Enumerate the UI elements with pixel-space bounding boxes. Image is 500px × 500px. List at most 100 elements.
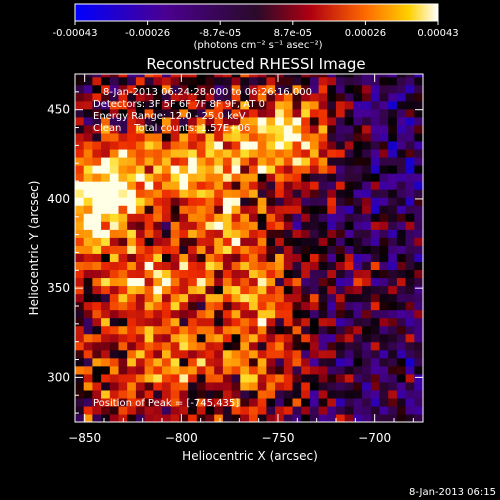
heatmap-cell bbox=[405, 189, 415, 198]
heatmap-cell bbox=[144, 381, 154, 391]
heatmap-cell bbox=[205, 148, 215, 158]
heatmap-cell bbox=[135, 405, 146, 415]
heatmap-cell bbox=[170, 349, 180, 359]
heatmap-cell bbox=[336, 140, 346, 150]
heatmap-cell bbox=[283, 309, 294, 319]
heatmap-cell bbox=[309, 253, 320, 262]
heatmap-cell bbox=[379, 341, 389, 351]
heatmap-cell bbox=[188, 285, 198, 295]
heatmap-cell bbox=[318, 221, 328, 230]
heatmap-cell bbox=[327, 229, 337, 238]
heatmap-cell bbox=[170, 173, 180, 182]
heatmap-cell bbox=[309, 76, 320, 86]
heatmap-cell bbox=[344, 341, 354, 351]
heatmap-cell bbox=[83, 317, 93, 327]
heatmap-cell bbox=[240, 100, 250, 110]
heatmap-cell bbox=[179, 108, 189, 118]
heatmap-cell bbox=[144, 108, 154, 118]
heatmap-cell bbox=[144, 357, 154, 367]
heatmap-cell bbox=[222, 237, 233, 246]
heatmap-cell bbox=[101, 413, 111, 422]
heatmap-cell bbox=[301, 237, 311, 246]
heatmap-cell bbox=[240, 405, 250, 415]
heatmap-cell bbox=[309, 341, 320, 351]
heatmap-cell bbox=[266, 405, 276, 415]
heatmap-cell bbox=[344, 124, 354, 134]
heatmap-cell bbox=[109, 132, 120, 142]
heatmap-cell bbox=[75, 229, 85, 238]
heatmap-cell bbox=[75, 325, 85, 335]
heatmap-cell bbox=[301, 253, 311, 262]
heatmap-cell bbox=[275, 140, 285, 150]
heatmap-cell bbox=[127, 221, 137, 230]
heatmap-cell bbox=[153, 333, 163, 343]
heatmap-cell bbox=[292, 277, 302, 287]
heatmap-cell bbox=[222, 92, 233, 102]
heatmap-cell bbox=[275, 349, 285, 359]
heatmap-cell bbox=[240, 92, 250, 102]
heatmap-cell bbox=[309, 124, 320, 134]
heatmap-cell bbox=[344, 189, 354, 198]
heatmap-cell bbox=[292, 132, 302, 142]
heatmap-cell bbox=[344, 229, 354, 238]
heatmap-cell bbox=[266, 181, 276, 190]
heatmap-cell bbox=[231, 156, 241, 166]
heatmap-cell bbox=[396, 100, 407, 110]
heatmap-cell bbox=[92, 413, 102, 422]
heatmap-cell bbox=[231, 74, 241, 78]
heatmap-cell bbox=[275, 100, 285, 110]
heatmap-cell bbox=[336, 277, 346, 287]
heatmap-cell bbox=[379, 124, 389, 134]
heatmap-cell bbox=[318, 173, 328, 182]
heatmap-cell bbox=[144, 405, 154, 415]
heatmap-cell bbox=[118, 317, 128, 327]
heatmap-cell bbox=[283, 132, 294, 142]
heatmap-cell bbox=[370, 124, 381, 134]
heatmap-cell bbox=[162, 108, 172, 118]
heatmap-cell bbox=[101, 293, 111, 303]
heatmap-cells bbox=[75, 74, 423, 422]
heatmap-cell bbox=[205, 165, 215, 174]
heatmap-cell bbox=[379, 132, 389, 142]
heatmap-cell bbox=[118, 165, 128, 174]
heatmap-cell bbox=[283, 221, 294, 230]
heatmap-cell bbox=[153, 245, 163, 254]
heatmap-cell bbox=[318, 405, 328, 415]
heatmap-cell bbox=[75, 74, 85, 78]
heatmap-cell bbox=[275, 285, 285, 295]
heatmap-cell bbox=[336, 116, 346, 126]
heatmap-cell bbox=[283, 389, 294, 399]
heatmap-cell bbox=[83, 397, 93, 407]
heatmap-cell bbox=[240, 165, 250, 174]
heatmap-cell bbox=[83, 373, 93, 383]
heatmap-cell bbox=[362, 205, 372, 214]
heatmap-cell bbox=[388, 213, 398, 222]
colorbar-units: (photons cm⁻² s⁻¹ asec⁻²) bbox=[193, 40, 322, 51]
heatmap-cell bbox=[257, 373, 267, 383]
heatmap-cell bbox=[396, 92, 407, 102]
heatmap-cell bbox=[109, 333, 120, 343]
heatmap-cell bbox=[388, 309, 398, 319]
heatmap-cell bbox=[414, 293, 423, 303]
heatmap-cell bbox=[353, 189, 363, 198]
heatmap-cell bbox=[196, 357, 207, 367]
heatmap-cell bbox=[127, 253, 137, 262]
heatmap-cell bbox=[83, 349, 93, 359]
heatmap-cell bbox=[205, 285, 215, 295]
heatmap-cell bbox=[83, 84, 93, 94]
heatmap-cell bbox=[162, 76, 172, 86]
heatmap-cell bbox=[162, 389, 172, 399]
heatmap-cell bbox=[196, 108, 207, 118]
heatmap-cell bbox=[135, 148, 146, 158]
heatmap-cell bbox=[92, 333, 102, 343]
heatmap-cell bbox=[309, 245, 320, 254]
heatmap-cell bbox=[231, 205, 241, 214]
heatmap-cell bbox=[257, 156, 267, 166]
heatmap-cell bbox=[83, 301, 93, 311]
heatmap-cell bbox=[153, 301, 163, 311]
heatmap-cell bbox=[240, 213, 250, 222]
heatmap-cell bbox=[214, 293, 224, 303]
heatmap-cell bbox=[301, 341, 311, 351]
heatmap-cell bbox=[109, 293, 120, 303]
heatmap-cell bbox=[414, 405, 423, 415]
